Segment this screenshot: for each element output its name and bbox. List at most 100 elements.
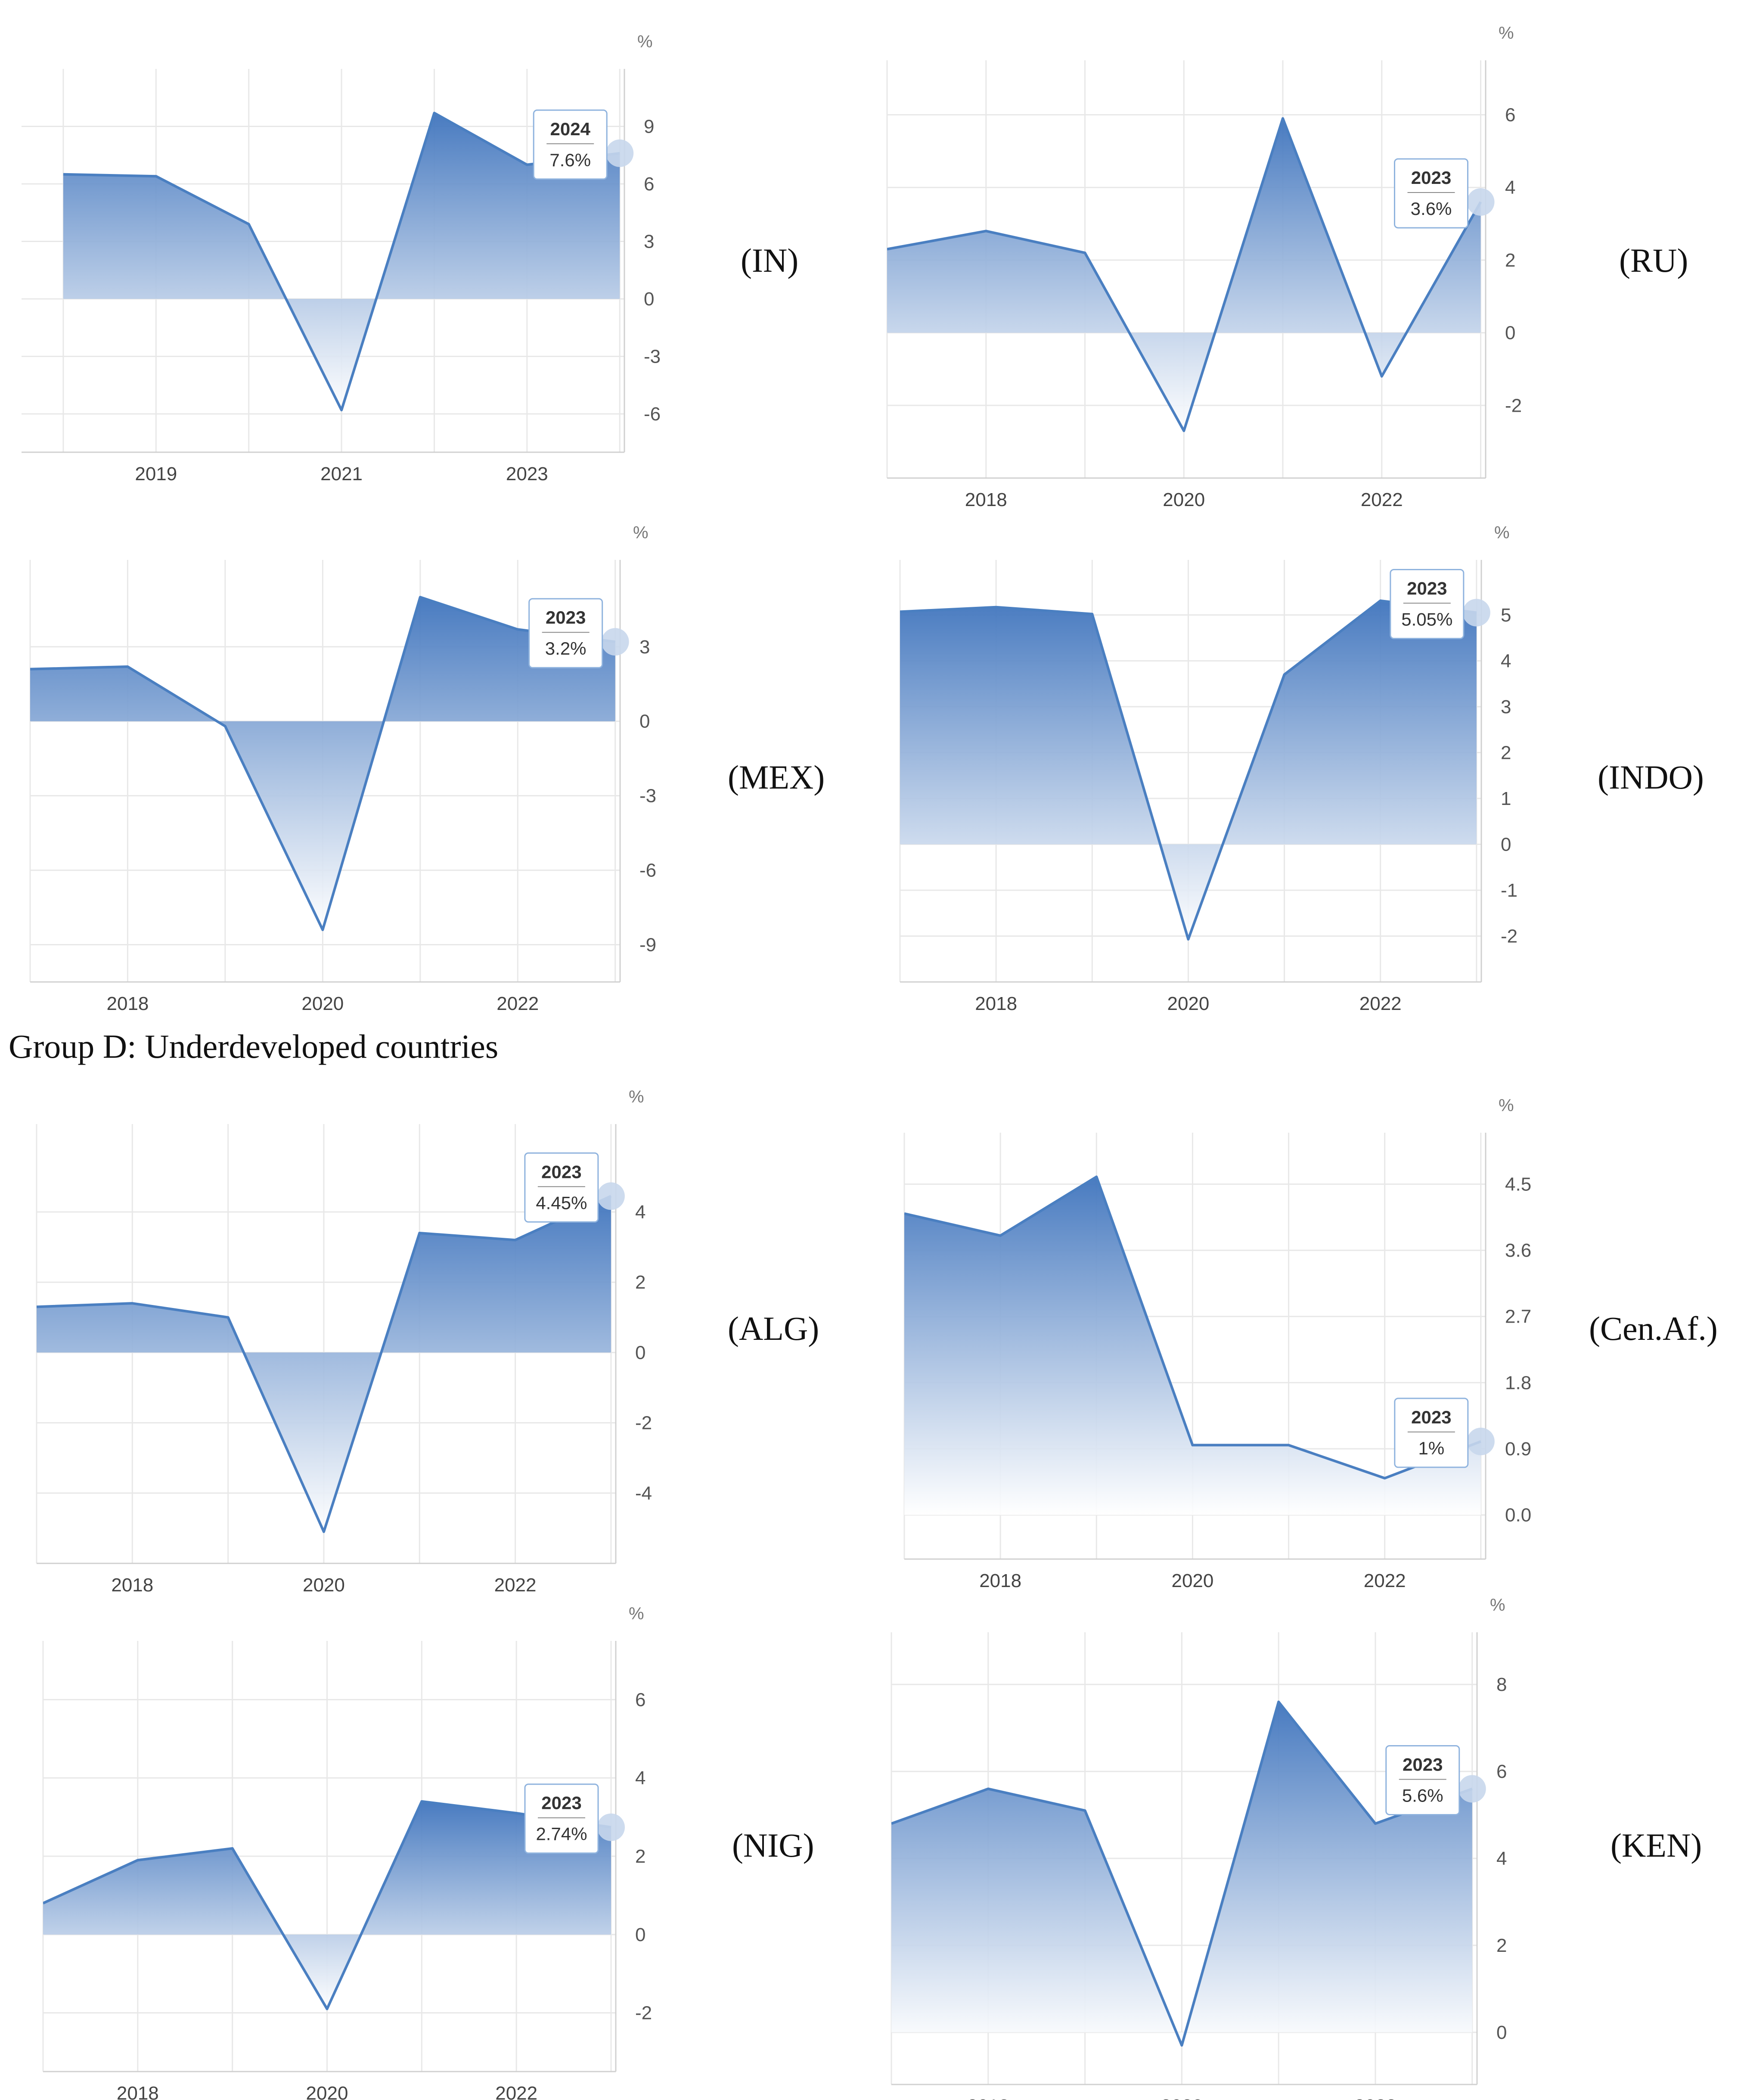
x-tick-label: 2022 [1354,2096,1396,2100]
area-fill [37,1196,611,1532]
hover-marker [597,1182,625,1210]
y-tick-label: -6 [639,860,656,881]
area-fill [900,600,1477,939]
x-tick-label: 2020 [1163,489,1205,510]
tooltip: 2023 2.74% [524,1783,599,1854]
tooltip-value: 2.74% [536,1824,587,1844]
x-tick-label: 2022 [1364,1570,1406,1591]
y-tick-label: 4 [635,1202,645,1223]
y-unit-label: % [1499,1096,1514,1115]
country-label-alg: (ALG) [728,1310,819,1347]
y-tick-label: -1 [1501,880,1517,901]
y-unit-label: % [629,1604,644,1623]
chart-nig: 6 4 2 0 -2% 2018 2020 2022 2023 2.74% [34,1598,652,2100]
chart-svg: 4 2 0 -2 -4% 2018 2020 2022 2023 4.45% [36,1087,652,1596]
area-fill [43,1801,611,2009]
x-tick-label: 2018 [111,1575,153,1596]
hover-marker [606,139,634,167]
country-label-nig: (NIG) [732,1827,814,1864]
x-tick-label: 2021 [320,463,363,485]
hover-marker [1458,1775,1486,1803]
y-tick-label: 2 [635,1846,645,1867]
y-tick-label: 2 [635,1272,645,1293]
chart-svg: 8 6 4 2 0% 2018 2020 2022 2023 5.6% [891,1596,1507,2100]
y-tick-label: 0.9 [1505,1438,1531,1460]
tooltip: 2024 7.6% [533,109,608,180]
y-tick-label: 0 [1505,323,1515,344]
chart-svg: 3 0 -3 -6 -9% 2018 2020 2022 2023 3.2% [29,523,656,1014]
x-tick-label: 2018 [967,2096,1009,2100]
y-tick-label: -2 [1505,395,1522,416]
area-fill [30,597,615,930]
y-tick-label: 3 [639,637,650,658]
y-tick-label: -3 [639,786,656,807]
area-fill [891,1702,1472,2046]
tooltip: 2023 5.05% [1390,569,1465,639]
country-label-in: (IN) [741,242,799,279]
tooltip-year: 2023 [1411,168,1451,188]
tooltip-value: 5.05% [1401,609,1452,630]
y-tick-label: 4 [1501,650,1511,671]
y-tick-label: 9 [644,116,654,137]
chart-svg: 6 4 2 0 -2% 2018 2020 2022 2023 2.74% [42,1604,652,2100]
chart-indo: 5 4 3 2 1 0 -1 -2% 2018 2020 2022 2023 5.05% [887,517,1517,1014]
area-fill [63,113,620,410]
tooltip-value: 5.6% [1402,1785,1443,1805]
y-tick-label: 4 [1505,177,1515,198]
x-tick-label: 2020 [301,993,344,1014]
x-tick-label: 2020 [303,1575,345,1596]
area-fill [887,118,1481,431]
y-tick-label: 2.7 [1505,1306,1531,1327]
y-tick-label: 5 [1501,605,1511,626]
chart-mex: 3 0 -3 -6 -9% 2018 2020 2022 2023 3.2% [17,517,656,1014]
tooltip-year: 2023 [546,607,586,628]
tooltip-value: 7.6% [549,150,591,170]
y-tick-label: 0 [1496,2022,1507,2043]
chart-cenaf: 4.5 3.6 2.7 1.8 0.9 0.0% 2018 2020 2022 2023 1% [891,1090,1531,1591]
x-tick-label: 2020 [1167,993,1209,1014]
chart-svg: 5 4 3 2 1 0 -1 -2% 2018 2020 2022 2023 5.05% [899,523,1517,1014]
chart-in: 9 6 3 0 -3 -6% 2019 2021 2023 2024 7.6% [9,17,661,487]
chart-alg: 4 2 0 -2 -4% 2018 2020 2022 2023 4.45% [26,1081,652,1596]
y-tick-label: 3.6 [1505,1240,1531,1261]
y-tick-label: 4 [1496,1848,1507,1869]
hover-marker [1467,188,1495,216]
y-tick-label: -3 [644,346,661,367]
y-tick-label: 6 [1505,105,1515,126]
tooltip-year: 2023 [541,1793,581,1813]
x-tick-label: 2022 [497,993,539,1014]
y-tick-label: 3 [1501,696,1511,718]
y-tick-label: -2 [635,2003,652,2024]
x-tick-label: 2018 [117,2083,159,2100]
country-label-ken: (KEN) [1611,1827,1702,1864]
tooltip-year: 2023 [1407,578,1447,599]
y-tick-label: 3 [644,231,654,252]
tooltip: 2023 3.2% [528,598,603,668]
y-unit-label: % [1490,1596,1505,1615]
tooltip-year: 2023 [1411,1407,1451,1427]
hover-marker [597,1813,625,1841]
x-tick-label: 2020 [1161,2096,1203,2100]
x-tick-label: 2022 [1361,489,1403,510]
y-tick-label: -9 [639,935,656,956]
x-tick-label: 2020 [1171,1570,1213,1591]
y-unit-label: % [629,1087,644,1106]
hover-marker [1467,1427,1495,1455]
tooltip: 2023 1% [1394,1398,1469,1468]
country-label-mex: (MEX) [728,758,825,796]
y-tick-label: 6 [1496,1761,1507,1782]
x-tick-label: 2019 [135,463,177,485]
chart-ken: 8 6 4 2 0% 2018 2020 2022 2023 5.6% [883,1589,1511,2100]
y-tick-label: 0 [639,711,650,732]
x-tick-label: 2022 [1359,993,1402,1014]
y-tick-label: 4 [635,1768,645,1789]
group-d-heading: Group D: Underdeveloped countries [9,1028,499,1065]
x-tick-label: 2018 [979,1570,1021,1591]
chart-ru: 6 4 2 0 -2% 2018 2020 2022 2023 3.6% [878,9,1522,510]
tooltip-year: 2024 [550,119,591,139]
y-tick-label: 2 [1496,1935,1507,1956]
chart-svg: 4.5 3.6 2.7 1.8 0.9 0.0% 2018 2020 2022 2023 1% [903,1096,1531,1591]
y-tick-label: 1 [1501,788,1511,809]
tooltip-value: 1% [1418,1438,1444,1458]
y-tick-label: 6 [644,174,654,195]
